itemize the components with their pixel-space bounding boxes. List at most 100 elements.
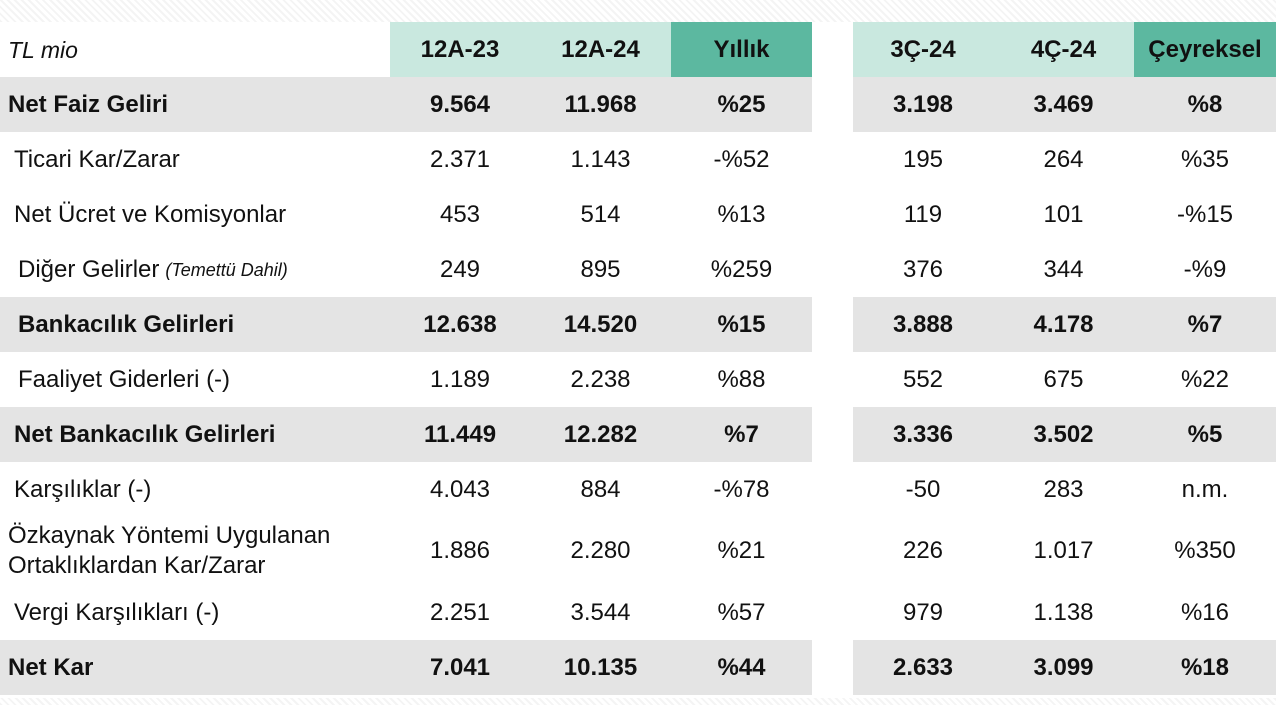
row-value: %22 <box>1180 365 1230 393</box>
row-value: 264 <box>1043 145 1084 173</box>
row-label: Özkaynak Yöntemi Uygulanan Ortaklıklarda… <box>8 522 331 579</box>
col-header-12a-24: 12A-24 <box>530 22 671 77</box>
table-row: Diğer Gelirler (Temettü Dahil) 249 895 %… <box>0 242 1276 297</box>
col-header-ceyreksel: Çeyreksel <box>1134 22 1276 77</box>
row-value: 2.251 <box>429 598 491 626</box>
row-value: 4.178 <box>1033 310 1094 338</box>
table-row: Vergi Karşılıkları (-) 2.251 3.544 %57 9… <box>0 585 1276 640</box>
top-pattern <box>0 0 1276 22</box>
row-value: -%15 <box>1176 200 1234 228</box>
row-value: 226 <box>902 537 944 564</box>
row-value: %15 <box>717 310 766 338</box>
row-value: %7 <box>1187 310 1223 338</box>
row-value: -50 <box>905 475 941 503</box>
row-value: %88 <box>717 365 766 393</box>
row-shade-left <box>0 77 812 132</box>
col-header-12a-23: 12A-23 <box>390 22 530 77</box>
row-value: 1.017 <box>1033 537 1094 564</box>
table-row: Ticari Kar/Zarar 2.371 1.143 -%52 195 26… <box>0 132 1276 187</box>
row-value: 7.041 <box>429 653 491 681</box>
table-row: Net Faiz Geliri 9.564 11.968 %25 3.198 3… <box>0 77 1276 132</box>
row-shade-right <box>853 640 1276 695</box>
row-value: 195 <box>902 145 944 173</box>
row-value: 2.280 <box>570 537 631 564</box>
row-value: %8 <box>1187 90 1223 118</box>
row-label: Net Faiz Geliri <box>8 90 169 118</box>
table-row: Karşılıklar (-) 4.043 884 -%78 -50 283 n… <box>0 462 1276 517</box>
financial-table: TL mio 12A-23 12A-24 Yıllık 3Ç-24 4Ç-24 … <box>0 22 1276 695</box>
row-value: %44 <box>717 653 766 681</box>
row-value: %35 <box>1180 145 1230 173</box>
row-value: %7 <box>724 420 759 448</box>
row-shade-left <box>0 297 812 352</box>
table-row: Özkaynak Yöntemi Uygulanan Ortaklıklarda… <box>0 517 1276 585</box>
row-label: Vergi Karşılıkları (-) <box>14 598 220 626</box>
row-label: Diğer Gelirler (Temettü Dahil) <box>18 242 398 297</box>
row-label: Ticari Kar/Zarar <box>14 145 180 173</box>
row-shade-right <box>853 77 1276 132</box>
row-value: %21 <box>717 537 766 564</box>
row-shade-left <box>0 407 812 462</box>
table-row: Faaliyet Giderleri (-) 1.189 2.238 %88 5… <box>0 352 1276 407</box>
row-value: %16 <box>1180 598 1230 626</box>
row-value: 344 <box>1043 255 1084 283</box>
row-value: %259 <box>710 255 773 283</box>
row-value: %18 <box>1180 653 1230 681</box>
row-value: 884 <box>580 475 621 503</box>
row-value: %25 <box>717 90 766 118</box>
row-value: 1.143 <box>570 145 631 173</box>
row-label: Net Kar <box>8 653 94 681</box>
row-value: 11.449 <box>423 420 497 448</box>
row-shade-right <box>853 297 1276 352</box>
row-value: 119 <box>903 200 943 228</box>
row-value: 514 <box>580 200 621 228</box>
row-value: 101 <box>1043 200 1084 228</box>
row-value: 1.886 <box>429 537 491 564</box>
row-value: 376 <box>902 255 944 283</box>
col-header-yillik: Yıllık <box>671 22 812 77</box>
header-row: TL mio 12A-23 12A-24 Yıllık 3Ç-24 4Ç-24 … <box>0 22 1276 77</box>
row-value: 9.564 <box>429 90 491 118</box>
bottom-pattern <box>0 698 1276 705</box>
row-label: Karşılıklar (-) <box>14 475 152 503</box>
row-value: %350 <box>1174 537 1236 564</box>
row-value: 3.544 <box>570 598 631 626</box>
row-shade-right <box>853 407 1276 462</box>
row-value: 12.282 <box>563 420 638 448</box>
row-value: 12.638 <box>423 310 497 338</box>
row-label: Bankacılık Gelirleri <box>18 310 235 338</box>
row-value: 11.968 <box>564 90 637 118</box>
row-value: 3.888 <box>892 310 954 338</box>
table-row: Net Bankacılık Gelirleri 11.449 12.282 %… <box>0 407 1276 462</box>
row-value: %13 <box>717 200 766 228</box>
row-label-note: (Temettü Dahil) <box>165 259 288 280</box>
row-value: -%9 <box>1183 255 1227 283</box>
row-label: Net Ücret ve Komisyonlar <box>14 200 287 228</box>
row-value: 675 <box>1043 365 1084 393</box>
row-value: n.m. <box>1181 475 1229 503</box>
row-value: 3.198 <box>892 90 954 118</box>
table-row: Bankacılık Gelirleri 12.638 14.520 %15 3… <box>0 297 1276 352</box>
table-row: Net Kar 7.041 10.135 %44 2.633 3.099 %18 <box>0 640 1276 695</box>
row-shade-left <box>0 640 812 695</box>
row-value: 895 <box>580 255 621 283</box>
row-label: Faaliyet Giderleri (-) <box>18 365 231 393</box>
row-value: 3.099 <box>1033 653 1094 681</box>
row-value: -%78 <box>713 475 770 503</box>
row-value: 249 <box>439 255 481 283</box>
row-value: 3.336 <box>892 420 954 448</box>
row-value: %5 <box>1187 420 1223 448</box>
row-value: 1.189 <box>429 365 491 393</box>
row-value: 4.043 <box>429 475 491 503</box>
unit-label: TL mio <box>8 36 78 63</box>
row-value: 2.371 <box>429 145 491 173</box>
row-value: 3.502 <box>1033 420 1094 448</box>
row-value: 14.520 <box>563 310 638 338</box>
row-value: 1.138 <box>1033 598 1094 626</box>
row-value: 552 <box>902 365 944 393</box>
row-value: 10.135 <box>563 653 638 681</box>
row-label: Net Bankacılık Gelirleri <box>14 420 276 448</box>
row-value: 979 <box>902 598 944 626</box>
row-value: 3.469 <box>1033 90 1094 118</box>
row-value: 2.238 <box>570 365 631 393</box>
